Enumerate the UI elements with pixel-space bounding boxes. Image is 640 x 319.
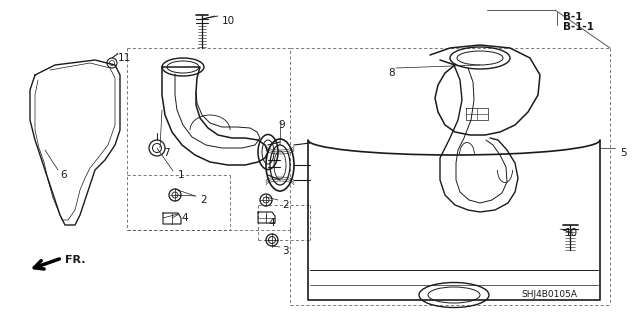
Text: B-1: B-1 <box>563 12 582 22</box>
Text: 10: 10 <box>565 228 578 238</box>
Text: 2: 2 <box>282 200 289 210</box>
Text: 6: 6 <box>60 170 67 180</box>
Text: FR.: FR. <box>65 255 86 265</box>
Text: 11: 11 <box>118 53 131 63</box>
Text: 10: 10 <box>222 16 235 26</box>
Text: 4: 4 <box>268 218 275 228</box>
Text: 1: 1 <box>178 170 184 180</box>
Text: B-1-1: B-1-1 <box>563 22 594 32</box>
Text: 5: 5 <box>620 148 627 158</box>
Text: 7: 7 <box>163 148 170 158</box>
Text: SHJ4B0105A: SHJ4B0105A <box>521 290 577 299</box>
Text: 9: 9 <box>278 120 285 130</box>
Text: 8: 8 <box>388 68 395 78</box>
Text: 3: 3 <box>282 246 289 256</box>
Text: 2: 2 <box>200 195 207 205</box>
Text: 4: 4 <box>181 213 188 223</box>
